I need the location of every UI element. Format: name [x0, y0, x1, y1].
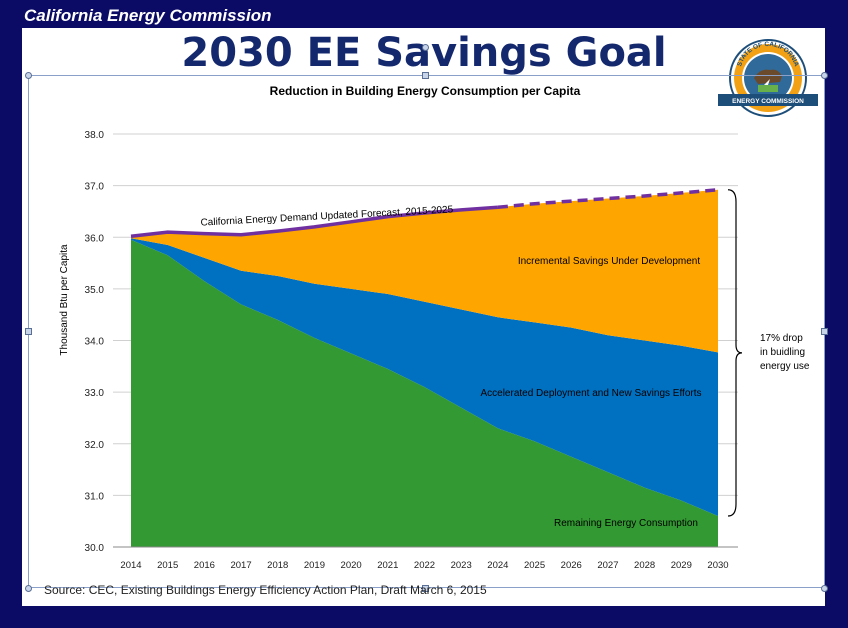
resize-handle[interactable]	[25, 72, 32, 79]
rotation-handle[interactable]	[422, 44, 429, 51]
y-tick-label: 30.0	[85, 543, 105, 554]
x-tick-label: 2029	[671, 560, 692, 571]
x-tick-label: 2015	[157, 560, 178, 571]
x-tick-label: 2026	[561, 560, 582, 571]
remaining-energy-area	[131, 239, 718, 548]
forecast-line-dashed	[497, 188, 719, 210]
x-tick-label: 2021	[377, 560, 398, 571]
resize-handle[interactable]	[821, 328, 828, 335]
y-tick-label: 35.0	[85, 285, 105, 296]
resize-handle[interactable]	[821, 585, 828, 592]
annotation-text: in buidling	[760, 347, 805, 358]
accelerated-deployment-area	[131, 238, 718, 517]
x-tick-label: 2024	[487, 560, 508, 571]
resize-handle[interactable]	[422, 72, 429, 79]
x-tick-label: 2025	[524, 560, 545, 571]
x-tick-label: 2022	[414, 560, 435, 571]
x-tick-label: 2020	[341, 560, 362, 571]
annotation-text: energy use	[760, 361, 810, 372]
forecast-line-solid	[130, 205, 499, 238]
series-label-remaining: Remaining Energy Consumption	[554, 518, 698, 529]
slide-title: 2030 EE Savings Goal	[181, 30, 667, 76]
resize-handle[interactable]	[821, 72, 828, 79]
x-tick-label: 2016	[194, 560, 215, 571]
resize-handle[interactable]	[25, 585, 32, 592]
x-tick-label: 2014	[120, 560, 141, 571]
logo-bottom-text: ENERGY COMMISSION	[732, 98, 804, 105]
resize-handle[interactable]	[25, 328, 32, 335]
organization-header: California Energy Commission	[24, 6, 272, 25]
y-tick-label: 32.0	[85, 440, 105, 451]
resize-handle[interactable]	[422, 585, 429, 592]
y-tick-label: 37.0	[85, 182, 105, 193]
y-tick-label: 33.0	[85, 388, 105, 399]
source-note: Source: CEC, Existing Buildings Energy E…	[44, 583, 487, 597]
x-tick-label: 2028	[634, 560, 655, 571]
annotation-text: 17% drop	[760, 333, 803, 344]
series-label-accelerated: Accelerated Deployment and New Savings E…	[480, 388, 701, 399]
x-tick-label: 2030	[707, 560, 728, 571]
y-axis-label: Thousand Btu per Capita	[59, 244, 70, 356]
chart-title: Reduction in Building Energy Consumption…	[269, 84, 581, 98]
x-tick-label: 2023	[451, 560, 472, 571]
x-tick-label: 2019	[304, 560, 325, 571]
y-tick-label: 38.0	[85, 130, 105, 141]
x-tick-label: 2018	[267, 560, 288, 571]
brace-annotation	[727, 189, 743, 517]
energy-commission-seal-logo: ENERGY COMMISSION STATE OF CALIFORNIA	[718, 39, 818, 117]
x-tick-label: 2027	[597, 560, 618, 571]
incremental-savings-area	[131, 189, 718, 353]
y-tick-label: 34.0	[85, 337, 105, 348]
y-tick-label: 36.0	[85, 233, 105, 244]
x-tick-label: 2017	[230, 560, 251, 571]
series-label-incremental: Incremental Savings Under Development	[518, 256, 701, 267]
y-tick-label: 31.0	[85, 491, 105, 502]
